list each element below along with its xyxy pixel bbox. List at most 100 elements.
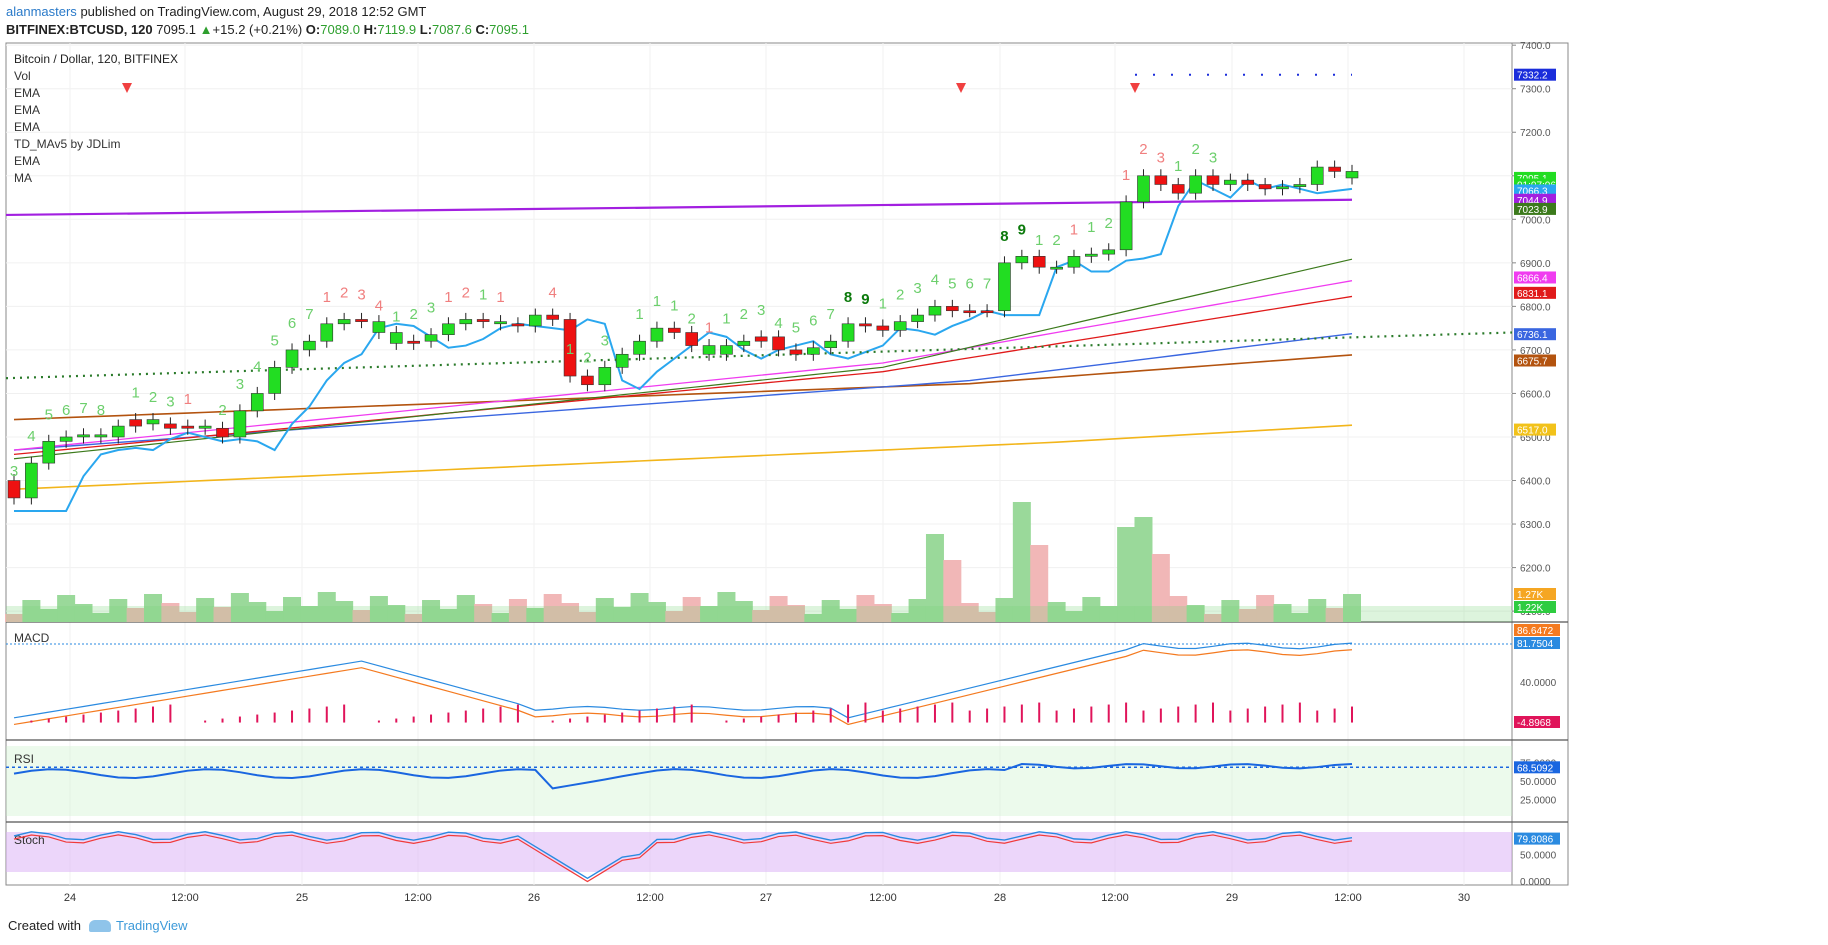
x-tick-label: 12:00 bbox=[1334, 892, 1362, 904]
volume-bar bbox=[665, 611, 684, 622]
td-count-label: 3 bbox=[601, 332, 609, 349]
volume-bar bbox=[456, 595, 475, 622]
y-tick-label: 7200.0 bbox=[1520, 128, 1551, 139]
volume-bar bbox=[317, 592, 336, 622]
td-count-label: 8 bbox=[844, 289, 852, 306]
td-count-label: 2 bbox=[1052, 232, 1060, 249]
x-tick-label: 29 bbox=[1226, 892, 1238, 904]
macd-tag-label: 86.6472 bbox=[1517, 626, 1554, 637]
td-count-label: 4 bbox=[253, 358, 261, 375]
volume-bar bbox=[839, 609, 858, 622]
author-link[interactable]: alanmasters bbox=[6, 4, 77, 19]
open-value: 7089.0 bbox=[320, 22, 360, 37]
volume-bar bbox=[369, 596, 388, 622]
volume-bar bbox=[508, 599, 527, 622]
candle-body bbox=[980, 310, 994, 314]
candle-body bbox=[946, 306, 959, 312]
x-tick-label: 27 bbox=[760, 892, 772, 904]
candle-body bbox=[563, 319, 577, 377]
price-tag bbox=[1514, 68, 1556, 81]
volume-bar bbox=[647, 602, 666, 622]
td-count-label: 1 bbox=[1070, 221, 1078, 238]
td-count-label: 7 bbox=[827, 306, 835, 323]
td-count-label: 1 bbox=[670, 298, 678, 315]
close-value: 7095.1 bbox=[489, 22, 529, 37]
td-count-label: 1 bbox=[705, 319, 713, 336]
y-tick-label: 6300.0 bbox=[1520, 520, 1551, 531]
td-count-label: 2 bbox=[688, 311, 696, 328]
volume-bar bbox=[404, 614, 423, 622]
volume-bar bbox=[561, 603, 580, 622]
td-count-label: 3 bbox=[1209, 149, 1217, 166]
td-count-label: 7 bbox=[305, 306, 313, 323]
x-tick-label: 26 bbox=[528, 892, 540, 904]
price-tag-label: 6675.7 bbox=[1517, 356, 1548, 367]
volume-tag bbox=[1514, 601, 1556, 613]
volume-bar bbox=[891, 613, 910, 622]
high-value: 7119.9 bbox=[377, 22, 417, 37]
candle-body bbox=[7, 480, 21, 499]
candle-body bbox=[928, 306, 942, 316]
price-tag bbox=[1514, 184, 1556, 197]
td-count-label: 4 bbox=[375, 298, 383, 315]
candle-body bbox=[1119, 201, 1133, 251]
candle-body bbox=[476, 319, 490, 322]
volume-bar bbox=[335, 601, 354, 622]
price-tag-label: 6517.0 bbox=[1517, 426, 1548, 437]
candle-body bbox=[424, 334, 438, 342]
volume-bar bbox=[908, 599, 927, 622]
ohlc-line: BITFINEX:BTCUSD, 120 7095.1 ▲+15.2 (+0.2… bbox=[6, 21, 529, 39]
td-count-label: 6 bbox=[809, 313, 817, 330]
candle-body bbox=[129, 419, 142, 427]
tradingview-brand[interactable]: TradingView bbox=[88, 918, 188, 933]
candle-body bbox=[1032, 256, 1046, 268]
candle-body bbox=[876, 325, 890, 331]
x-tick-label: 24 bbox=[64, 892, 76, 904]
volume-bar bbox=[682, 597, 701, 622]
candle-body bbox=[633, 340, 646, 355]
rsi-band bbox=[6, 746, 1512, 816]
td-count-label: 2 bbox=[1105, 215, 1113, 232]
candle-body bbox=[1345, 171, 1359, 179]
volume-bar bbox=[1256, 595, 1275, 622]
price-tag-label: 6866.4 bbox=[1517, 273, 1548, 284]
td-count-label: 2 bbox=[218, 402, 226, 419]
volume-bar bbox=[1151, 554, 1170, 622]
sell-triangle-icon bbox=[956, 83, 966, 93]
y-tick-label: 6700.0 bbox=[1520, 346, 1551, 357]
volume-bar bbox=[595, 598, 614, 622]
candle-body bbox=[42, 441, 56, 464]
volume-bar bbox=[1290, 613, 1309, 622]
candle-body bbox=[998, 262, 1011, 312]
candle-body bbox=[389, 332, 403, 344]
candle-body bbox=[754, 336, 768, 342]
volume-bar bbox=[1134, 517, 1153, 622]
volume-bar bbox=[856, 595, 875, 622]
chart-canvas[interactable]: 7400.07300.07200.07100.07000.06900.06800… bbox=[0, 0, 1828, 912]
volume-bar bbox=[925, 534, 944, 622]
td-count-label: 5 bbox=[45, 406, 53, 423]
x-tick-label: 30 bbox=[1458, 892, 1470, 904]
macd-signal-line bbox=[13, 649, 1353, 726]
rsi-line bbox=[13, 762, 1353, 790]
volume-bar bbox=[978, 612, 997, 622]
volume-bar bbox=[1169, 596, 1188, 622]
price-tag bbox=[1514, 423, 1556, 436]
candle-body bbox=[1241, 179, 1255, 185]
td-count-label: 3 bbox=[166, 393, 174, 410]
candle-body bbox=[511, 323, 525, 327]
td-count-label: 1 bbox=[1035, 232, 1043, 249]
td-count-label: 1 bbox=[1174, 158, 1182, 175]
price-tag-label: 7332.2 bbox=[1517, 71, 1548, 82]
x-tick-label: 12:00 bbox=[1101, 892, 1129, 904]
volume-bar bbox=[39, 609, 58, 622]
volume-bar bbox=[1203, 614, 1222, 622]
candle-body bbox=[668, 327, 681, 333]
td-count-label: 1 bbox=[722, 311, 730, 328]
candle-body bbox=[1137, 175, 1150, 203]
chart-header: alanmasters published on TradingView.com… bbox=[6, 3, 529, 39]
volume-bar bbox=[439, 609, 458, 622]
td-count-label: 5 bbox=[270, 332, 278, 349]
candle-body bbox=[233, 410, 247, 438]
price-tag bbox=[1514, 328, 1556, 341]
